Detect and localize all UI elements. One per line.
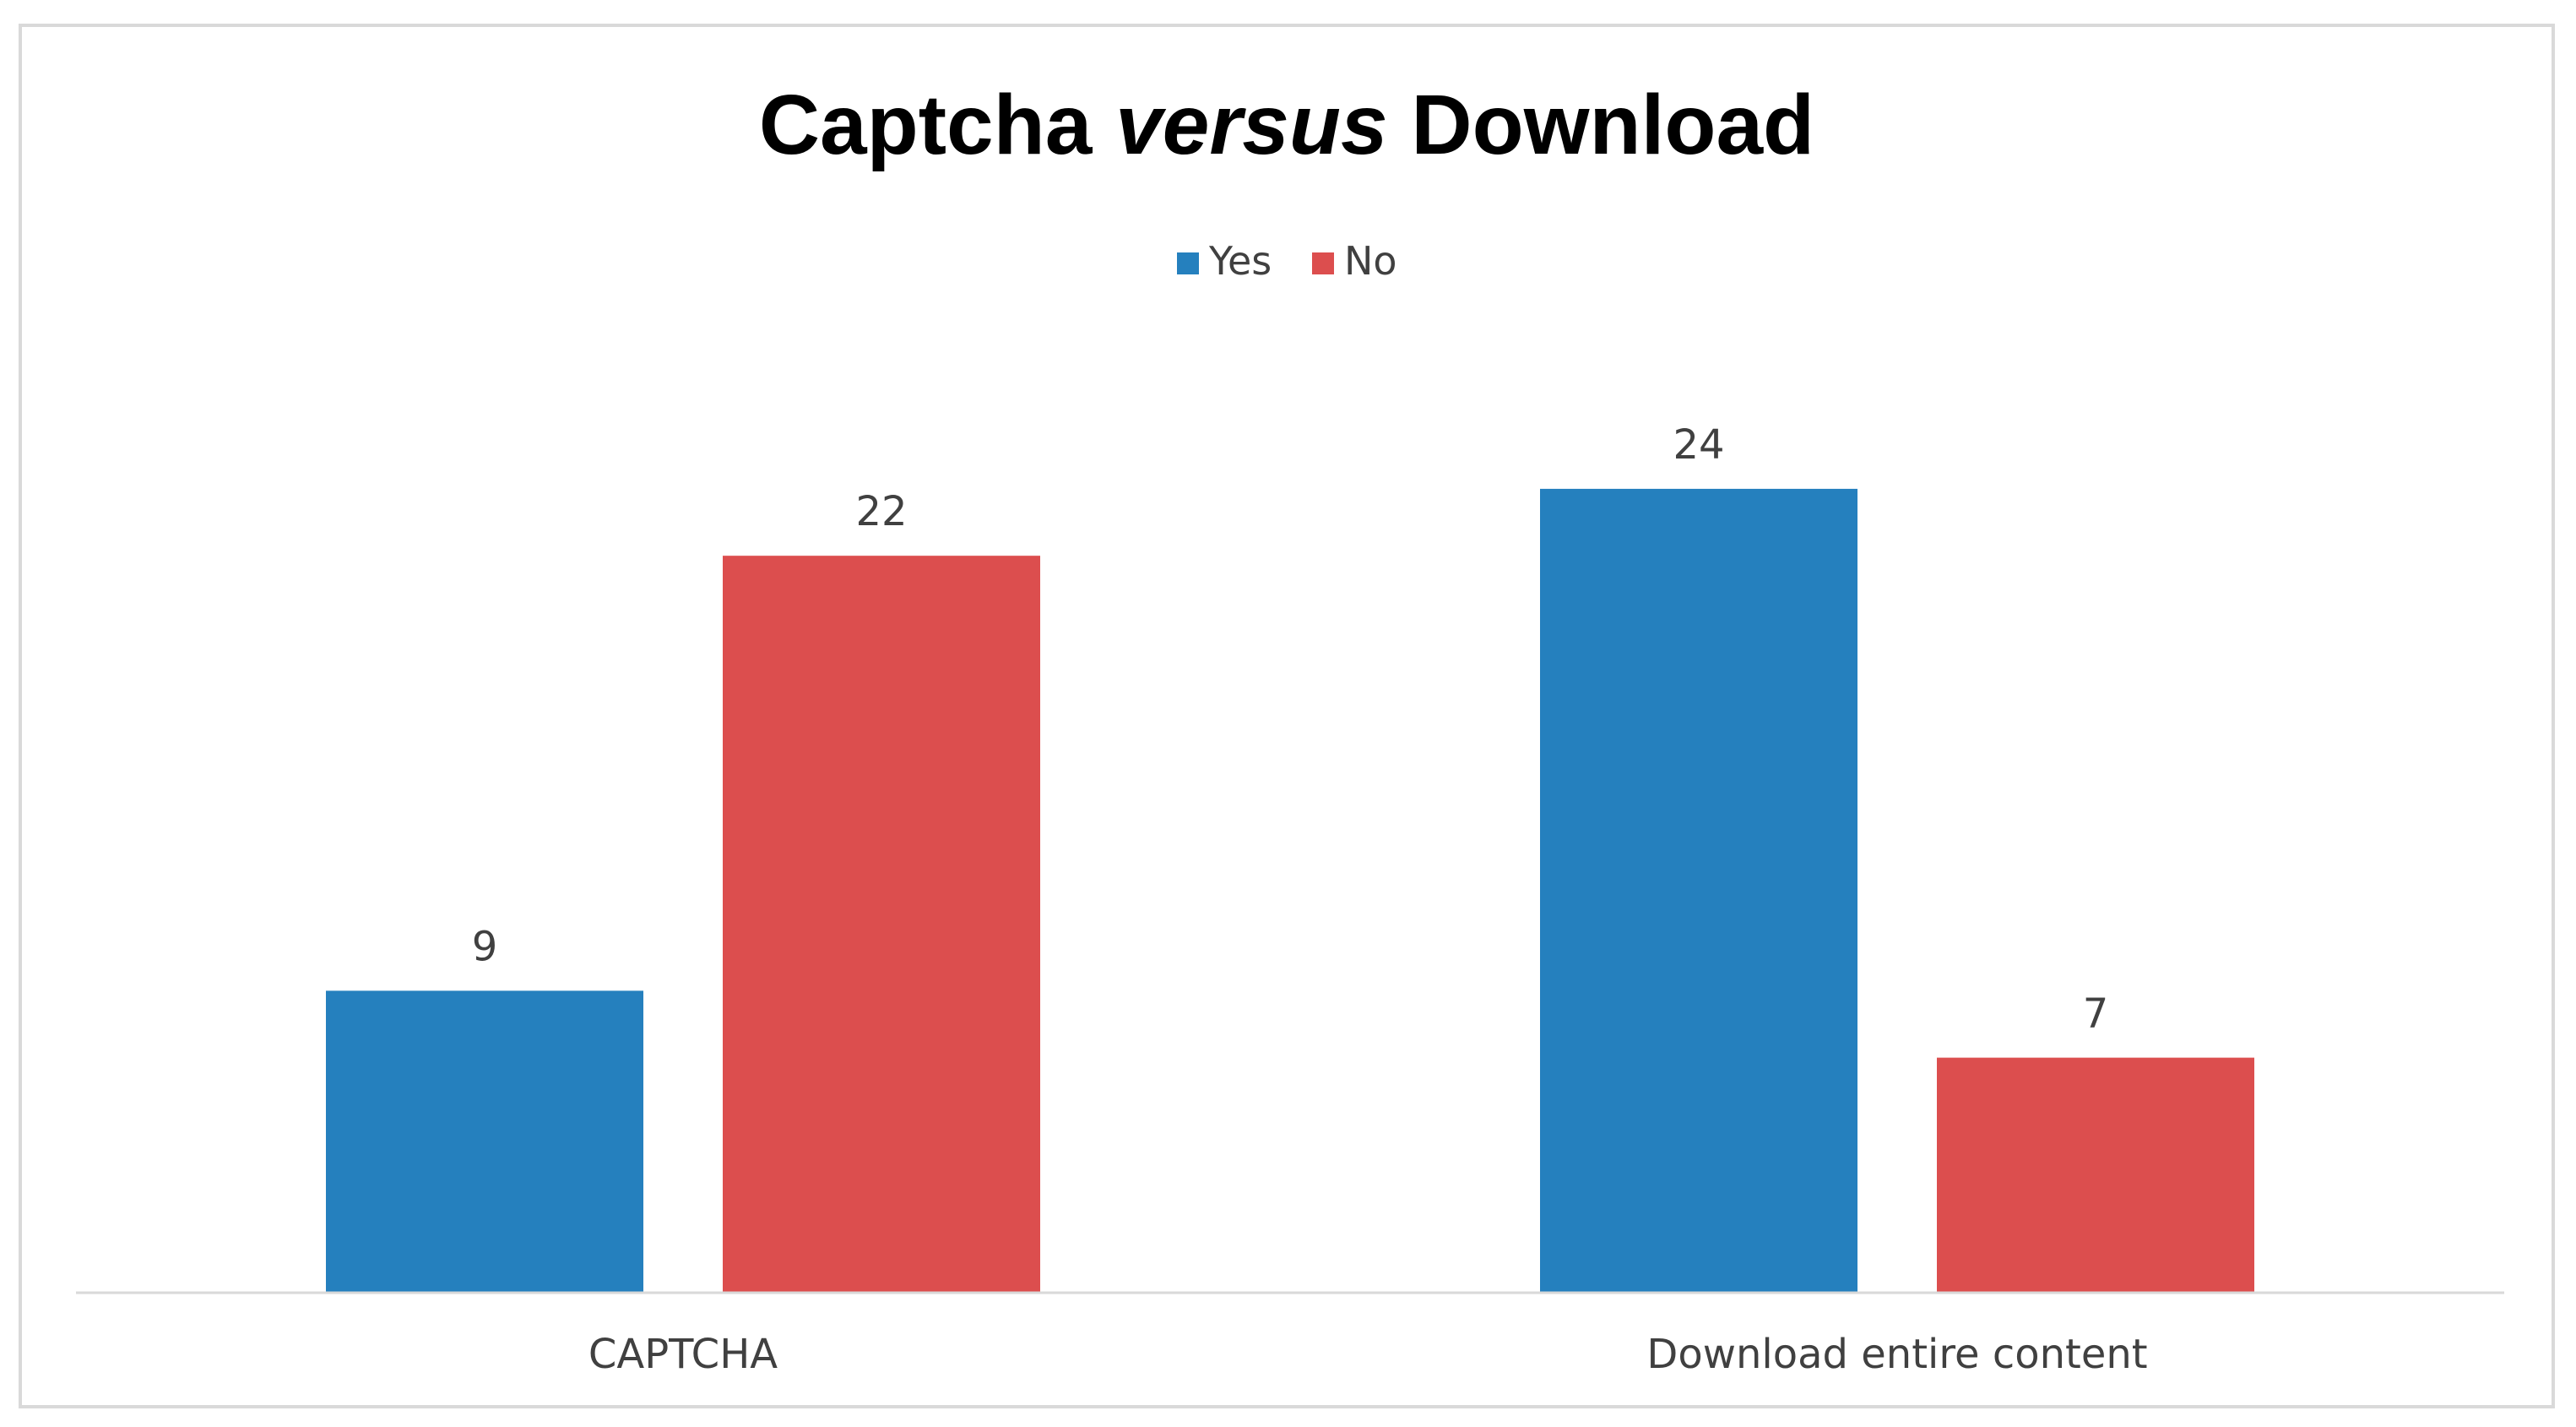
legend-label: Yes [1208,238,1272,284]
bar-yes-0 [326,990,643,1292]
bar-chart: Captcha versus Download Yes No 9 22 CAPTCHA… [76,78,2504,1378]
category-label: Download entire content [1646,1331,2147,1378]
bar-no-0 [723,556,1040,1292]
chart-title: Captcha versus Download [759,78,1814,172]
chart-frame: Captcha versus Download Yes No 9 22 CAPTCHA… [19,24,2555,1408]
category-label: CAPTCHA [588,1331,778,1378]
legend-item-yes: Yes [1177,238,1272,284]
data-label: 24 [1673,421,1724,469]
legend-item-no: No [1312,238,1397,284]
data-label: 22 [855,488,907,535]
bar-yes-1 [1540,488,1857,1292]
legend-swatch [1177,252,1199,274]
legend-swatch [1312,252,1334,274]
legend-label: No [1344,238,1397,284]
plot-area: 9 22 CAPTCHA 24 7 Download entire content [76,421,2504,1378]
chart-title-part: versus [1115,78,1387,172]
data-label: 7 [2083,990,2109,1038]
chart-title-part: Download [1388,78,1815,172]
data-label: 9 [472,923,498,970]
bar-no-1 [1937,1057,2254,1292]
legend: Yes No [1177,238,1397,284]
chart-title-part: Captcha [759,78,1115,172]
